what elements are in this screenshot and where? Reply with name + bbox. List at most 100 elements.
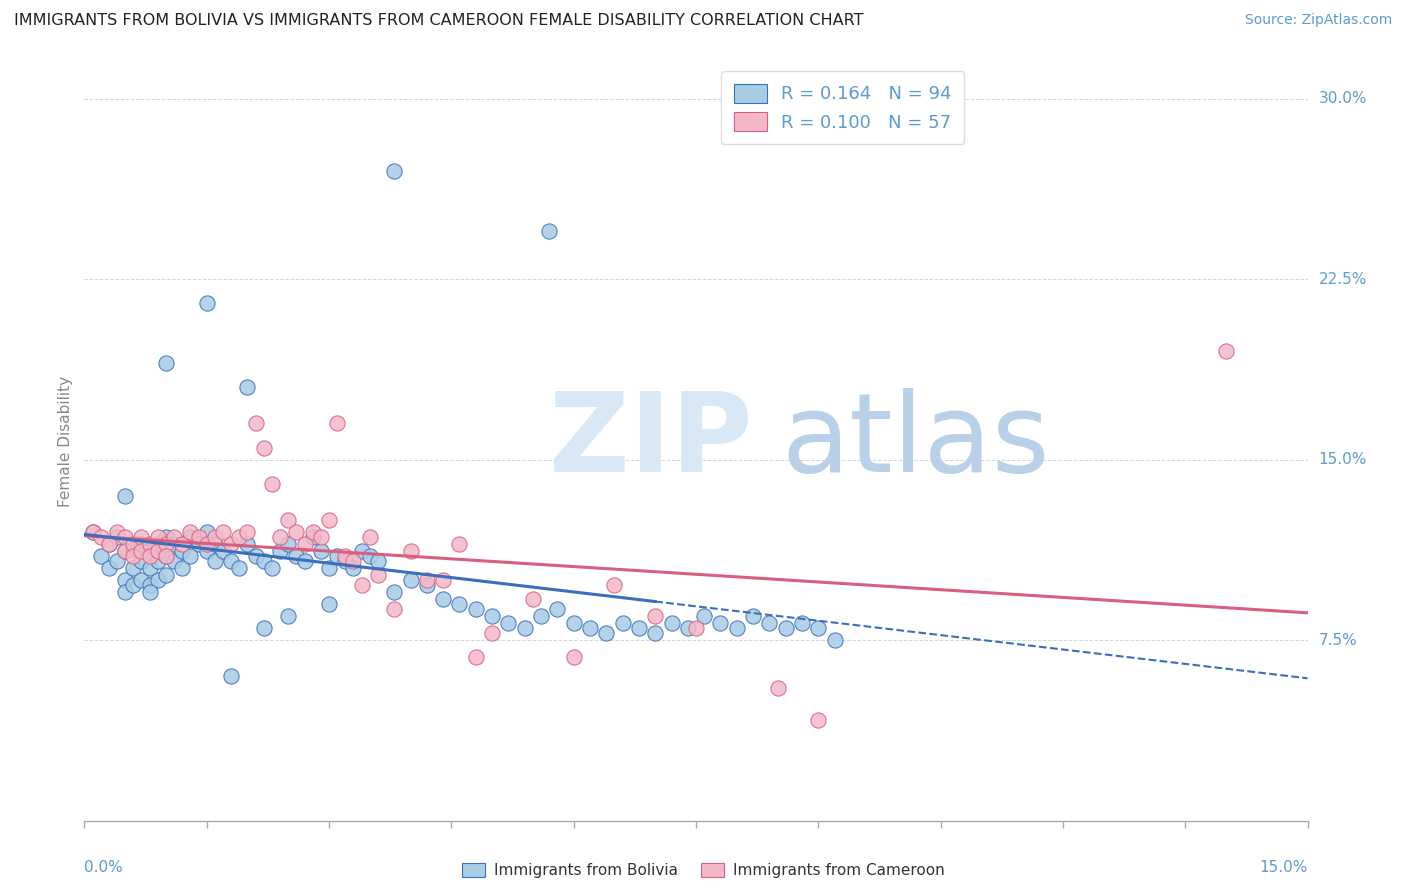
Point	[285, 524, 308, 539]
Point	[114, 544, 136, 558]
Point	[146, 544, 169, 558]
Point	[138, 585, 160, 599]
Point	[219, 669, 242, 683]
Point	[204, 537, 226, 551]
Point	[277, 609, 299, 624]
Point	[172, 537, 194, 551]
Point	[449, 597, 471, 611]
Point	[766, 681, 789, 696]
Point	[204, 554, 226, 568]
Point	[131, 544, 153, 558]
Point	[416, 573, 439, 587]
Point	[146, 530, 169, 544]
Text: 22.5%: 22.5%	[1319, 271, 1367, 286]
Point	[219, 537, 242, 551]
Point	[122, 541, 145, 556]
Point	[228, 561, 250, 575]
Point	[790, 616, 813, 631]
Point	[138, 578, 160, 592]
Point	[245, 417, 267, 431]
Point	[644, 626, 666, 640]
Point	[236, 537, 259, 551]
Point	[382, 585, 405, 599]
Point	[253, 554, 276, 568]
Point	[195, 537, 218, 551]
Point	[513, 621, 536, 635]
Text: 15.0%: 15.0%	[1319, 452, 1367, 467]
Point	[350, 544, 373, 558]
Point	[172, 561, 194, 575]
Point	[155, 537, 177, 551]
Point	[269, 530, 291, 544]
Point	[90, 549, 112, 563]
Point	[326, 549, 349, 563]
Point	[725, 621, 748, 635]
Point	[318, 513, 340, 527]
Point	[399, 544, 422, 558]
Point	[277, 537, 299, 551]
Point	[82, 524, 104, 539]
Point	[245, 549, 267, 563]
Point	[301, 524, 323, 539]
Point	[114, 544, 136, 558]
Point	[131, 554, 153, 568]
Point	[399, 573, 422, 587]
Point	[146, 537, 169, 551]
Legend: R = 0.164   N = 94, R = 0.100   N = 57: R = 0.164 N = 94, R = 0.100 N = 57	[721, 71, 965, 145]
Point	[219, 554, 242, 568]
Point	[498, 616, 520, 631]
Point	[807, 621, 830, 635]
Point	[546, 602, 568, 616]
Point	[114, 489, 136, 503]
Point	[114, 585, 136, 599]
Point	[105, 524, 128, 539]
Text: 0.0%: 0.0%	[84, 860, 124, 874]
Legend: Immigrants from Bolivia, Immigrants from Cameroon: Immigrants from Bolivia, Immigrants from…	[456, 857, 950, 884]
Point	[661, 616, 683, 631]
Point	[318, 561, 340, 575]
Point	[685, 621, 707, 635]
Point	[294, 554, 316, 568]
Point	[228, 530, 250, 544]
Point	[359, 549, 381, 563]
Point	[367, 568, 389, 582]
Text: Source: ZipAtlas.com: Source: ZipAtlas.com	[1244, 13, 1392, 28]
Point	[138, 549, 160, 563]
Point	[294, 537, 316, 551]
Point	[163, 537, 186, 551]
Point	[538, 224, 561, 238]
Point	[382, 602, 405, 616]
Point	[612, 616, 634, 631]
Point	[172, 544, 194, 558]
Text: 30.0%: 30.0%	[1319, 91, 1367, 106]
Point	[122, 561, 145, 575]
Point	[138, 561, 160, 575]
Text: 15.0%: 15.0%	[1260, 860, 1308, 874]
Point	[131, 573, 153, 587]
Point	[530, 609, 553, 624]
Point	[758, 616, 780, 631]
Point	[382, 163, 405, 178]
Point	[195, 524, 218, 539]
Point	[432, 592, 454, 607]
Text: IMMIGRANTS FROM BOLIVIA VS IMMIGRANTS FROM CAMEROON FEMALE DISABILITY CORRELATIO: IMMIGRANTS FROM BOLIVIA VS IMMIGRANTS FR…	[14, 13, 863, 29]
Point	[253, 441, 276, 455]
Point	[195, 544, 218, 558]
Point	[318, 597, 340, 611]
Point	[309, 530, 332, 544]
Point	[97, 537, 120, 551]
Point	[236, 380, 259, 394]
Point	[179, 530, 201, 544]
Point	[464, 650, 486, 665]
Point	[342, 554, 364, 568]
Point	[155, 549, 177, 563]
Point	[260, 476, 283, 491]
Point	[146, 554, 169, 568]
Point	[277, 513, 299, 527]
Text: 7.5%: 7.5%	[1319, 632, 1357, 648]
Point	[522, 592, 544, 607]
Point	[693, 609, 716, 624]
Point	[285, 549, 308, 563]
Point	[350, 578, 373, 592]
Point	[627, 621, 650, 635]
